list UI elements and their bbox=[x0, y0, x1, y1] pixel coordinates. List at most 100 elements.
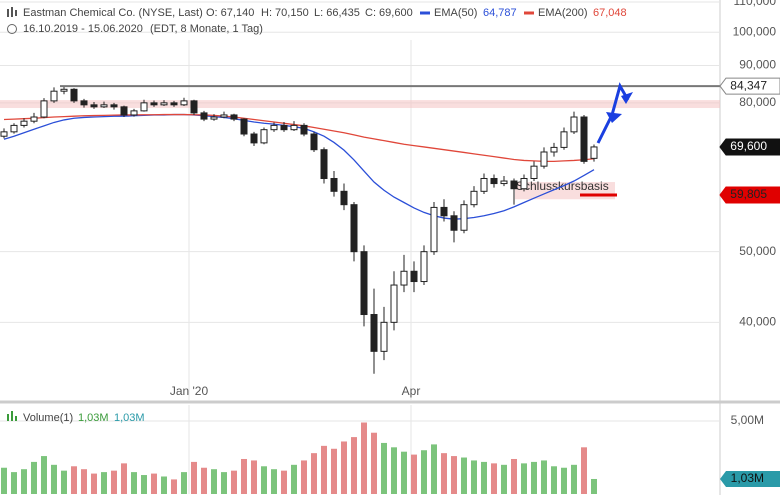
volume-bar bbox=[561, 467, 567, 494]
ema-line bbox=[3, 113, 595, 163]
volume-bar bbox=[121, 463, 127, 494]
candle-body bbox=[480, 177, 488, 192]
legend-label: EMA(200) bbox=[538, 7, 588, 19]
candle-body bbox=[330, 177, 338, 192]
candle-body bbox=[220, 114, 228, 118]
volume-bar bbox=[261, 466, 267, 494]
volume-legend-value: 1,03M bbox=[114, 412, 145, 424]
range-info: (EDT, 8 Monate, 1 Tag) bbox=[150, 23, 263, 35]
date-range: 16.10.2019 - 15.06.2020 bbox=[23, 23, 143, 35]
candle-body bbox=[10, 124, 18, 133]
volume-bar bbox=[141, 475, 147, 494]
volume-bar bbox=[461, 457, 467, 494]
candle-body bbox=[80, 100, 88, 106]
candle-body bbox=[560, 131, 568, 148]
volume-bar bbox=[411, 454, 417, 494]
volume-bar bbox=[271, 469, 277, 494]
volume-bar bbox=[311, 453, 317, 494]
header: Eastman Chemical Co. (NYSE, Last) O: 67,… bbox=[7, 7, 627, 424]
candle-body bbox=[340, 190, 348, 206]
candle-body bbox=[370, 314, 378, 352]
volume-label: 1,03M bbox=[731, 471, 764, 485]
candle-body bbox=[100, 104, 108, 108]
icon bbox=[11, 7, 13, 17]
candle-body bbox=[380, 321, 388, 352]
volume-bar bbox=[551, 466, 557, 494]
volume-bar bbox=[531, 461, 537, 494]
volume-bar bbox=[441, 453, 447, 494]
volume-bar bbox=[511, 458, 517, 494]
volume-bar bbox=[221, 472, 227, 494]
candle-body bbox=[260, 129, 268, 144]
candle-body bbox=[270, 124, 278, 131]
volume-bar bbox=[371, 432, 377, 494]
price-label: 59,805 bbox=[730, 187, 767, 201]
candle-body bbox=[140, 102, 148, 112]
volume-bar bbox=[111, 470, 117, 494]
candle-body bbox=[320, 149, 328, 179]
ohlc: H: 70,150 bbox=[261, 7, 309, 19]
volume-bar bbox=[421, 450, 427, 494]
candle-body bbox=[130, 110, 138, 116]
volume-bar bbox=[11, 472, 17, 494]
volume-bar bbox=[101, 472, 107, 494]
candle-body bbox=[390, 284, 398, 323]
volume-bar bbox=[281, 470, 287, 494]
legend-value: 64,787 bbox=[483, 7, 517, 19]
volume-bar bbox=[401, 451, 407, 494]
candle-body bbox=[430, 206, 438, 253]
price-label-box bbox=[719, 186, 780, 204]
candle-body bbox=[590, 146, 598, 159]
volume-legend-value: 1,03M bbox=[78, 412, 109, 424]
candle-body bbox=[470, 190, 478, 206]
volume-bar bbox=[591, 478, 597, 494]
candle-body bbox=[20, 120, 28, 126]
candle-body bbox=[400, 270, 408, 286]
volume-bar bbox=[191, 461, 197, 494]
candle-body bbox=[160, 102, 168, 106]
volume-bar bbox=[71, 466, 77, 494]
candle-body bbox=[90, 104, 98, 108]
y-tick-label: 5,00M bbox=[731, 413, 764, 427]
y-tick-label: 50,000 bbox=[739, 244, 776, 258]
volume-bar bbox=[61, 470, 67, 494]
volume-bar bbox=[291, 464, 297, 494]
trend-arrows bbox=[596, 82, 633, 144]
volume-label-box bbox=[720, 470, 780, 487]
volume-bar bbox=[31, 461, 37, 494]
price-label-box bbox=[719, 77, 780, 95]
volume-bar bbox=[211, 469, 217, 494]
arrowhead bbox=[621, 92, 633, 104]
zone bbox=[0, 100, 720, 109]
arrow bbox=[596, 82, 630, 144]
volume-bar bbox=[471, 460, 477, 494]
volume-bar bbox=[321, 445, 327, 494]
icon bbox=[7, 414, 9, 421]
candle-body bbox=[350, 204, 358, 253]
candle-body bbox=[240, 118, 248, 135]
x-tick-label: Apr bbox=[402, 384, 421, 398]
volume-bar bbox=[251, 460, 257, 494]
volume-bar bbox=[21, 469, 27, 494]
candle-body bbox=[420, 251, 428, 283]
volume-bar bbox=[51, 464, 57, 494]
y-tick-label: 90,000 bbox=[739, 58, 776, 72]
y-tick-label: 110,000 bbox=[734, 0, 777, 8]
candle-body bbox=[290, 124, 298, 131]
volume-bar bbox=[391, 447, 397, 494]
icon bbox=[11, 411, 13, 421]
candle-body bbox=[530, 165, 538, 179]
candle-body bbox=[360, 251, 368, 316]
x-tick-label: Jan '20 bbox=[170, 384, 209, 398]
candle-body bbox=[50, 90, 58, 102]
price-label: 69,600 bbox=[730, 139, 767, 153]
candle-body bbox=[30, 116, 38, 122]
volume-bar bbox=[41, 456, 47, 494]
volume-bar bbox=[581, 447, 587, 494]
candle-body bbox=[300, 124, 308, 135]
volume-bar bbox=[181, 472, 187, 494]
legend-label: EMA(50) bbox=[434, 7, 477, 19]
volume-bar bbox=[451, 456, 457, 494]
candle-body bbox=[410, 270, 418, 283]
